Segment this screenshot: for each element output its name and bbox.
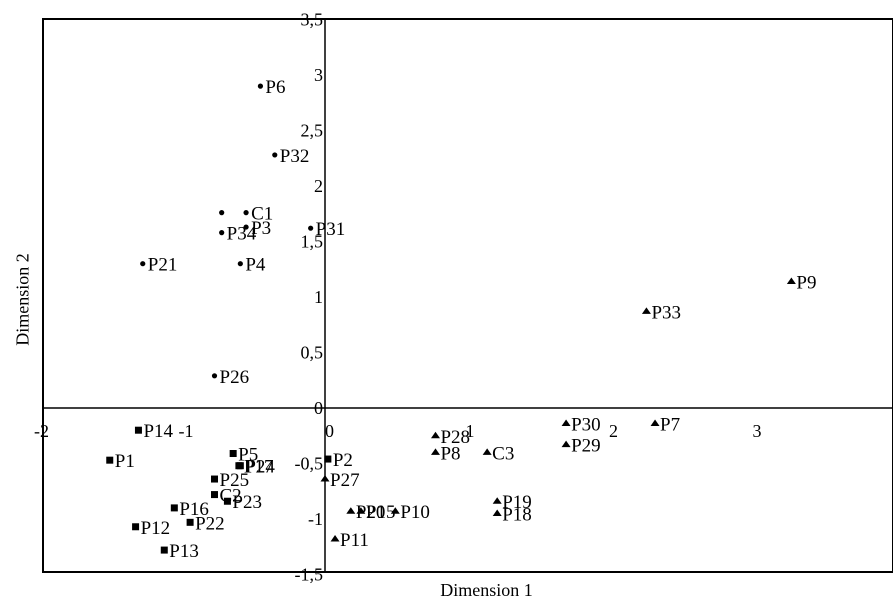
point-marker-circle bbox=[308, 225, 314, 231]
y-tick-label: 3 bbox=[314, 65, 323, 85]
point-marker-triangle bbox=[390, 507, 400, 514]
y-tick-label: -1 bbox=[308, 509, 323, 529]
point-marker-square bbox=[211, 475, 219, 483]
point-marker-circle bbox=[211, 373, 218, 379]
point-label: P8 bbox=[440, 443, 460, 464]
point-label: P6 bbox=[265, 77, 285, 98]
point-marker-square bbox=[170, 504, 178, 512]
point-marker-square bbox=[223, 497, 231, 505]
point-marker-triangle bbox=[482, 448, 492, 455]
point-label: P1 bbox=[115, 451, 135, 472]
y-tick-label: 2,5 bbox=[301, 121, 324, 141]
point-label: P2 bbox=[333, 450, 353, 471]
x-tick-label: -1 bbox=[179, 421, 194, 441]
point-label: P10 bbox=[400, 502, 430, 523]
point-label: P3 bbox=[251, 218, 271, 239]
point-marker-triangle bbox=[320, 475, 330, 482]
point-label: P27 bbox=[330, 470, 360, 491]
y-tick-label: 3,5 bbox=[301, 10, 324, 30]
y-tick-label: 1 bbox=[314, 287, 323, 307]
point-label: P23 bbox=[232, 492, 262, 513]
y-tick-label: 2 bbox=[314, 176, 323, 196]
x-tick-label: 3 bbox=[753, 421, 762, 441]
y-tick-labels: -1,5 -1 -0,5 0 0,5 1 1,5 2 2,5 3 3,5 bbox=[295, 10, 324, 585]
point-marker-triangle bbox=[430, 448, 440, 455]
point-marker-triangle bbox=[786, 277, 796, 284]
point-marker-square bbox=[186, 518, 194, 526]
point-label: P12 bbox=[141, 518, 171, 539]
y-tick-label: 1,5 bbox=[301, 232, 324, 252]
point-label: P7 bbox=[660, 415, 680, 436]
y-tick-label: 0 bbox=[314, 398, 323, 418]
point-marker-circle bbox=[237, 261, 243, 267]
point-marker-triangle bbox=[641, 307, 651, 314]
y-tick-label: -0,5 bbox=[295, 454, 324, 474]
point-marker-square bbox=[211, 491, 219, 499]
y-tick-label: 0,5 bbox=[301, 343, 324, 363]
point-marker-circle bbox=[219, 230, 225, 236]
point-label: P28 bbox=[440, 427, 470, 448]
point-label: P29 bbox=[571, 436, 601, 457]
point-label: P4 bbox=[245, 255, 266, 276]
point-marker-triangle bbox=[330, 534, 340, 542]
point-label: P26 bbox=[220, 367, 250, 388]
x-axis-title: Dimension 1 bbox=[440, 580, 533, 600]
point-label: P20 bbox=[356, 502, 386, 523]
y-axis-title: Dimension 2 bbox=[12, 253, 33, 346]
point-marker-circle bbox=[257, 83, 264, 89]
point-label: P18 bbox=[502, 504, 532, 525]
y-tick-label: -1,5 bbox=[295, 565, 324, 585]
point-marker-triangle bbox=[492, 509, 502, 516]
point-label: P14 bbox=[143, 421, 173, 442]
point-label: P30 bbox=[571, 415, 601, 436]
point-label: P9 bbox=[796, 272, 816, 293]
point-marker-triangle bbox=[356, 507, 366, 514]
plot-frame bbox=[42, 18, 893, 573]
point-label: P17 bbox=[244, 457, 274, 478]
point-marker-triangle bbox=[561, 419, 571, 427]
point-marker-circle bbox=[272, 152, 278, 158]
point-marker-triangle bbox=[430, 431, 440, 439]
point-label: P13 bbox=[169, 541, 199, 562]
point-marker-circle bbox=[243, 210, 249, 216]
point-label: P25 bbox=[220, 470, 250, 491]
point-label: C3 bbox=[492, 443, 514, 464]
point-marker-triangle bbox=[346, 507, 356, 514]
point-label: P34 bbox=[227, 224, 257, 245]
x-tick-label: 0 bbox=[325, 421, 334, 441]
point-marker-square bbox=[134, 426, 142, 434]
point-marker-square bbox=[106, 456, 114, 464]
point-label: P16 bbox=[179, 499, 209, 520]
point-marker-triangle bbox=[492, 497, 502, 504]
point-label: C1 bbox=[251, 204, 273, 225]
point-marker-square bbox=[132, 523, 140, 531]
x-tick-label: 2 bbox=[609, 421, 618, 441]
x-tick-label: 1 bbox=[466, 421, 475, 441]
point-label: P31 bbox=[316, 219, 346, 240]
point-marker-circle bbox=[219, 210, 225, 216]
point-marker-triangle bbox=[650, 419, 660, 427]
point-label: P15 bbox=[366, 502, 396, 523]
point-marker-square bbox=[160, 546, 168, 554]
point-label: P22 bbox=[195, 513, 225, 534]
point-label: P21 bbox=[148, 255, 178, 276]
point-label: P32 bbox=[280, 146, 310, 167]
point-label: P11 bbox=[340, 530, 369, 551]
point-marker-triangle bbox=[561, 440, 571, 448]
x-tick-labels: -2 -1 0 1 2 3 bbox=[34, 421, 762, 441]
point-marker-circle bbox=[140, 261, 146, 267]
point-label: P19 bbox=[502, 492, 532, 513]
x-tick-label: -2 bbox=[34, 421, 49, 441]
point-label: P33 bbox=[651, 302, 681, 323]
point-marker-circle bbox=[243, 224, 249, 230]
point-marker-square bbox=[236, 462, 244, 470]
point-marker-square bbox=[229, 450, 237, 458]
point-label: P5 bbox=[238, 445, 258, 466]
point-label: P24 bbox=[245, 457, 275, 478]
point-marker-square bbox=[324, 455, 332, 463]
